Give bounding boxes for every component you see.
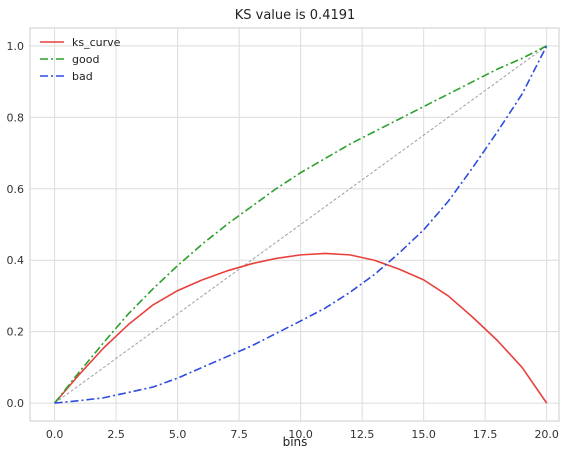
y-tick-label: 0.6	[7, 183, 25, 196]
reference-diagonal-line	[54, 45, 547, 404]
grid	[30, 28, 559, 421]
y-tick-labels: 0.0 0.2 0.4 0.6 0.8 1.0	[7, 40, 25, 410]
y-tick-label: 0.4	[7, 254, 25, 267]
legend-label-bad: bad	[72, 70, 93, 83]
x-tick-labels: 0.0 2.5 5.0 7.5 10.0 12.5 15.0 17.5 20.0	[46, 428, 559, 441]
y-tick-label: 1.0	[7, 40, 25, 53]
legend-label-good: good	[72, 53, 99, 66]
x-tick-label: 7.5	[230, 428, 248, 441]
x-tick-label: 15.0	[411, 428, 436, 441]
x-tick-label: 17.5	[473, 428, 498, 441]
plot-area	[29, 27, 560, 422]
y-tick-label: 0.8	[7, 111, 25, 124]
x-tick-label: 12.5	[350, 428, 375, 441]
x-tick-label: 2.5	[107, 428, 125, 441]
series-line-ks-curve	[53, 252, 548, 404]
x-tick-label: 5.0	[169, 428, 187, 441]
series-lines	[53, 45, 548, 404]
legend-label-ks-curve: ks_curve	[72, 36, 121, 49]
x-tick-label: 0.0	[46, 428, 64, 441]
series-line-bad	[54, 45, 548, 404]
chart-title: KS value is 0.4191	[235, 8, 356, 23]
x-tick-label: 20.0	[534, 428, 559, 441]
series-line-good	[53, 45, 548, 404]
x-tick-label: 10.0	[288, 428, 313, 441]
x-axis-label: bins	[283, 435, 308, 449]
y-tick-label: 0.0	[7, 397, 25, 410]
y-tick-label: 0.2	[7, 326, 25, 339]
